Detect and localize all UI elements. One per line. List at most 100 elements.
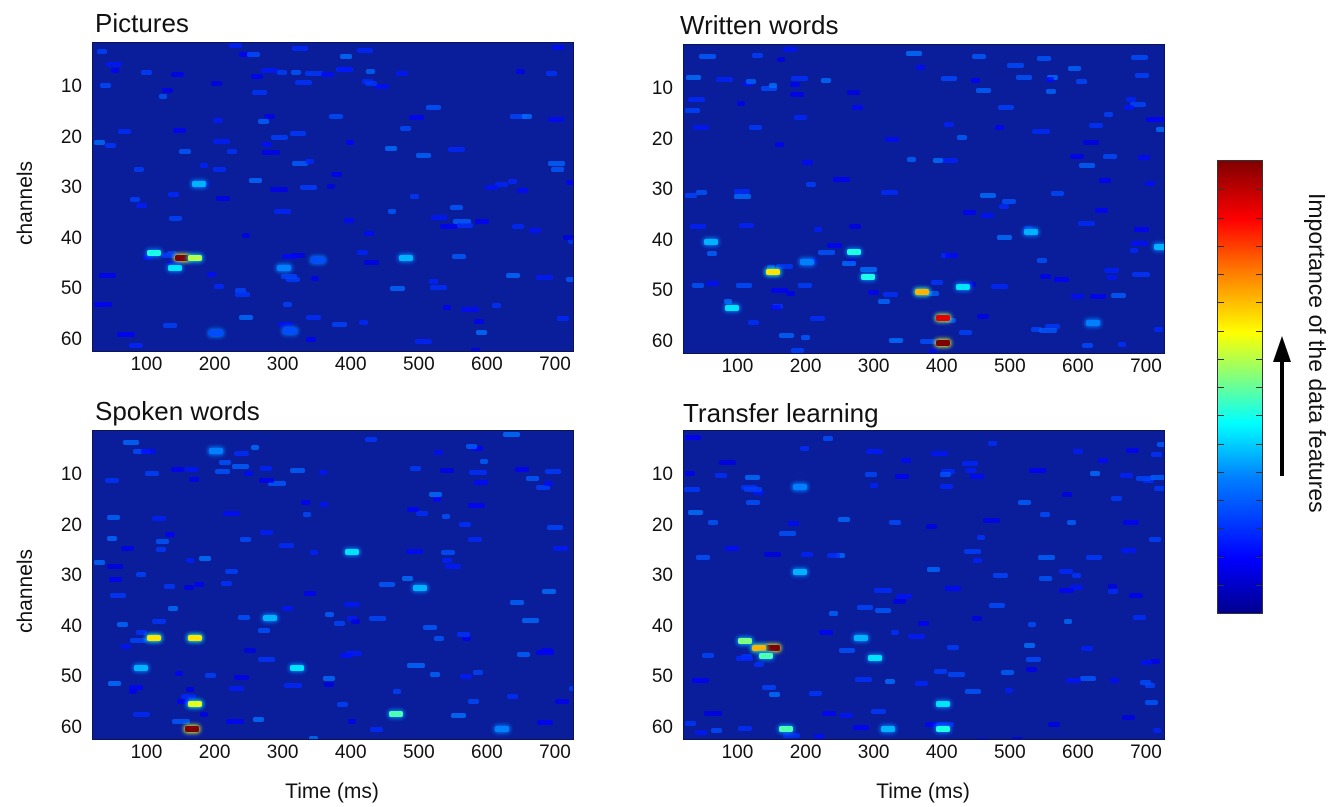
heatmap-hotspot [724,304,739,311]
heatmap-texture-cell [1133,226,1150,232]
heatmap-hotspot [854,635,869,642]
heatmap-texture-cell [996,234,1013,240]
heatmap-texture-cell [428,491,442,497]
heatmap-texture-cell [998,204,1009,210]
heatmap-texture-cell [894,474,910,480]
heatmap-texture-cell [1063,619,1073,625]
heatmap-texture-cell [1099,178,1112,184]
heatmap-texture-cell [515,68,525,74]
heatmap-texture-cell [828,611,838,617]
heatmap-texture-cell [261,149,280,155]
heatmap-texture-cell [163,323,177,329]
heatmap-hotspot [847,249,862,256]
heatmap-texture-cell [469,469,487,475]
y-tick-label: 30 [60,177,82,199]
y-tick-label: 40 [651,615,673,637]
y-tick-label: 20 [60,514,82,536]
heatmap-texture-cell [1139,680,1152,686]
heatmap-texture-cell [1130,101,1146,107]
heatmap-texture-cell [1040,273,1051,279]
heatmap-texture-cell [473,319,485,325]
heatmap-texture-cell [1038,328,1057,334]
heatmap-texture-cell [1069,584,1084,590]
y-tick-label: 60 [60,328,82,350]
heatmap-texture-cell [1090,471,1101,477]
heatmap-texture-cell [430,215,447,221]
heatmap-texture-cell [1028,467,1046,473]
heatmap-texture-cell [408,114,425,120]
heatmap-texture-cell [385,145,397,151]
heatmap-texture-cell [1080,645,1094,651]
heatmap-texture-cell [238,52,253,58]
heatmap-texture-cell [799,446,810,452]
heatmap-texture-cell [1000,669,1014,675]
heatmap-texture-cell [746,500,761,506]
heatmap-texture-cell [291,161,308,167]
x-tick-label: 200 [789,742,822,763]
heatmap-texture-cell [414,338,432,344]
heatmap-texture-cell [234,675,249,681]
heatmap-texture-cell [1068,66,1081,72]
heatmap-texture-cell [248,177,262,183]
heatmap-texture-cell [965,467,977,473]
heatmap-texture-cell [387,209,397,215]
heatmap-texture-cell [170,72,185,78]
heatmap-texture-cell [826,553,840,558]
heatmap-texture-cell [521,113,532,119]
heatmap-texture-cell [345,651,363,657]
heatmap-texture-cell [104,142,117,148]
heatmap-hotspot [290,665,305,672]
heatmap-texture-cell [357,249,368,255]
x-tick-label: 500 [402,354,435,375]
heatmap-texture-cell [1107,583,1117,589]
heatmap-texture-cell [868,289,879,295]
heatmap-texture-cell [892,599,906,605]
heatmap-texture-cell [927,566,941,572]
heatmap-texture-cell [794,114,807,120]
heatmap-texture-cell [988,440,998,446]
heatmap-texture-cell [685,192,698,198]
y-tick-label: 10 [651,464,673,486]
heatmap-texture-cell [329,113,344,119]
heatmap-texture-cell [783,733,800,739]
heatmap-hotspot [779,725,794,732]
heatmap-texture-cell [1079,162,1096,168]
heatmap-texture-cell [244,648,256,654]
heatmap-texture-cell [528,227,541,233]
heatmap-texture-cell [962,461,978,467]
heatmap-texture-cell [736,283,752,289]
colorbar-tick [1256,330,1262,332]
heatmap-texture-cell [491,302,502,308]
heatmap-texture-cell [96,48,107,54]
heatmap-texture-cell [975,88,992,94]
heatmap-texture-cell [259,478,274,484]
heatmap-texture-cell [1110,293,1127,299]
heatmap-texture-cell [213,117,223,123]
heatmap-texture-cell [140,448,157,454]
heatmap-texture-cell [847,89,861,95]
heatmap-texture-cell [704,711,722,717]
heatmap-texture-cell [136,203,147,209]
heatmap-texture-cell [295,80,313,86]
heatmap-texture-cell [565,277,573,283]
y-axis-label: channels [14,548,37,633]
heatmap-texture-cell [233,450,249,456]
x-tick-label: 300 [266,742,299,763]
heatmap-texture-cell [365,69,376,75]
heatmap-texture-cell [695,189,707,195]
heatmap-texture-cell [284,683,303,689]
heatmap-texture-cell [212,138,231,144]
heatmap-hotspot [388,710,403,717]
heatmap-texture-cell [459,521,471,527]
heatmap-texture-cell [373,83,390,89]
heatmap-texture-cell [430,285,448,291]
heatmap-hotspot [915,289,930,296]
heatmap-texture-cell [754,662,765,668]
heatmap-texture-cell [1044,324,1061,330]
heatmap-texture-cell [415,153,431,159]
heatmap-texture-cell [117,332,135,338]
heatmap-texture-cell [1072,572,1081,578]
up-arrow-icon [1273,336,1291,476]
heatmap-hotspot [935,700,950,707]
heatmap-texture-cell [544,469,562,475]
